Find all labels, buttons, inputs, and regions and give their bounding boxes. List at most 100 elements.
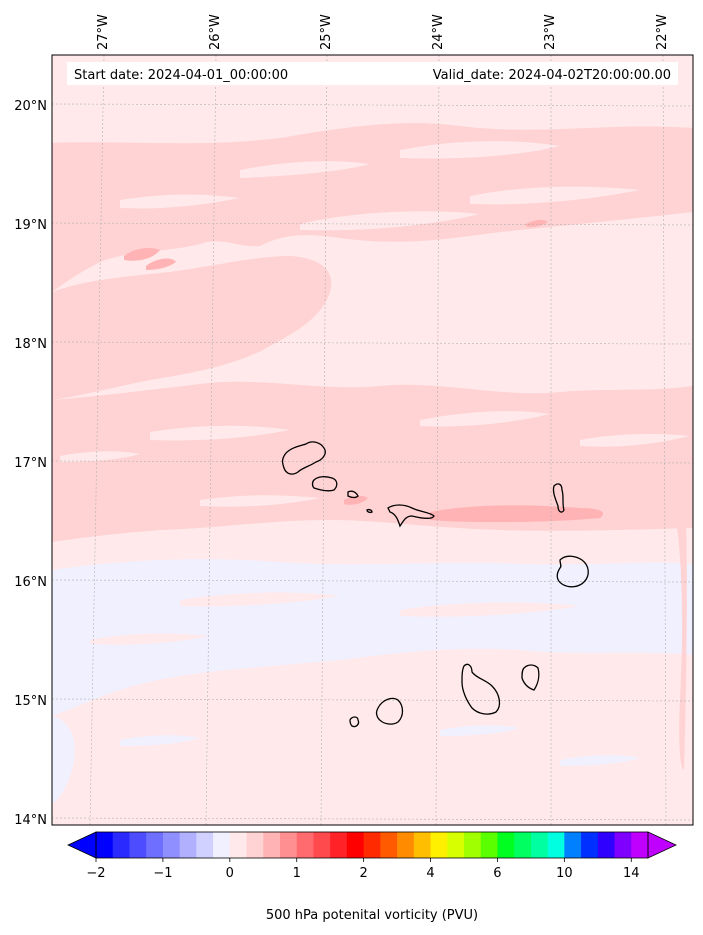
colorbar-cell bbox=[430, 832, 448, 858]
lon-label: 27°W bbox=[96, 14, 111, 50]
pv-streak bbox=[440, 725, 520, 736]
gridline-lat bbox=[52, 817, 693, 821]
island-santiago bbox=[461, 663, 501, 715]
colorbar-cell bbox=[129, 832, 147, 858]
colorbar-cell bbox=[614, 832, 632, 858]
lat-label: 14°N bbox=[14, 813, 47, 828]
gridlines bbox=[52, 55, 693, 825]
gridline-lon bbox=[662, 55, 667, 825]
colorbar-cell bbox=[547, 832, 565, 858]
gridline-lon bbox=[205, 55, 217, 825]
pv-streak bbox=[120, 735, 200, 746]
colorbar-cell bbox=[330, 832, 348, 858]
gridline-lat bbox=[52, 460, 693, 464]
colorbar-cell bbox=[162, 832, 181, 858]
colorbar-cell bbox=[179, 832, 197, 858]
lon-label: 22°W bbox=[655, 14, 670, 50]
colorbar-cell bbox=[597, 832, 615, 858]
map-frame bbox=[51, 54, 694, 826]
colorbar-tick-label: 0 bbox=[226, 866, 234, 881]
pv-patch-pink bbox=[526, 219, 548, 227]
colorbar-cell bbox=[581, 832, 599, 858]
pv-streak bbox=[240, 161, 370, 178]
colorbar-tick-label: 14 bbox=[623, 866, 640, 881]
start-date-label: Start date: 2024-04-01_00:00:00 bbox=[74, 68, 288, 83]
colorbar-tick-label: −2 bbox=[86, 866, 105, 881]
colorbar-extend-min bbox=[67, 831, 97, 859]
pv-contour-south-band bbox=[52, 468, 693, 542]
lat-label: 16°N bbox=[14, 575, 47, 590]
pv-streak bbox=[300, 211, 480, 231]
colorbar-cell bbox=[480, 832, 498, 858]
pv-streak bbox=[120, 194, 240, 209]
pv-streak bbox=[60, 451, 140, 462]
colorbar-cell bbox=[213, 832, 231, 858]
colorbar-extend-max bbox=[647, 831, 677, 859]
gridline-lon bbox=[320, 55, 328, 825]
colorbar: −2 −1 0 1 2 4 6 10 14 500 hPa potenital vorticit… bbox=[67, 831, 677, 923]
gridline-lat bbox=[52, 579, 693, 583]
lon-label: 23°W bbox=[543, 14, 558, 50]
colorbar-tick-label: 10 bbox=[556, 866, 573, 881]
island-maio bbox=[521, 664, 540, 691]
gridline-lon bbox=[89, 55, 105, 825]
colorbar-cell bbox=[447, 832, 465, 858]
pv-streak bbox=[180, 592, 340, 607]
pv-contour-west-lobe bbox=[52, 256, 332, 400]
colorbar-tick-label: 2 bbox=[359, 866, 367, 881]
lat-label: 18°N bbox=[14, 337, 47, 352]
colorbar-cell bbox=[96, 832, 114, 858]
island-sal bbox=[552, 483, 565, 513]
colorbar-cell bbox=[497, 832, 515, 858]
colorbar-cell bbox=[464, 832, 482, 858]
colorbar-cell bbox=[146, 832, 164, 858]
island-boa-vista bbox=[556, 555, 589, 588]
pv-streak bbox=[580, 433, 690, 447]
pv-patch-pink bbox=[430, 505, 604, 523]
colorbar-cell bbox=[229, 832, 247, 858]
colorbar-cell bbox=[196, 832, 214, 858]
pv-streak bbox=[90, 633, 210, 645]
colorbar-cell bbox=[413, 832, 431, 858]
colorbar-cell bbox=[296, 832, 314, 858]
colorbar-cell bbox=[631, 832, 649, 858]
lat-label: 20°N bbox=[14, 99, 47, 114]
pv-streak bbox=[470, 186, 640, 205]
longitude-labels: 27°W 26°W 25°W 24°W 23°W 22°W bbox=[96, 14, 670, 50]
pv-patch-pink bbox=[344, 495, 368, 505]
lon-label: 26°W bbox=[208, 14, 223, 50]
pv-contour-negative bbox=[52, 716, 75, 804]
colorbar-cell bbox=[363, 832, 381, 858]
pv-patch-pink bbox=[146, 258, 176, 270]
island-brava bbox=[349, 716, 360, 728]
potential-vorticity-field bbox=[52, 55, 693, 825]
gridline-lat bbox=[52, 103, 693, 107]
gridline-lat bbox=[52, 698, 693, 702]
gridline-lat bbox=[52, 341, 693, 345]
pv-streak bbox=[400, 602, 580, 617]
pv-streak bbox=[360, 338, 500, 356]
island-branco bbox=[366, 508, 373, 514]
colorbar-cell bbox=[246, 832, 264, 858]
colorbar-cell bbox=[530, 832, 549, 858]
latitude-labels: 20°N 19°N 18°N 17°N 16°N 15°N 14°N bbox=[14, 99, 47, 828]
colorbar-cell bbox=[397, 832, 415, 858]
island-sao-nicolau bbox=[387, 504, 435, 528]
colorbar-cell bbox=[346, 832, 365, 858]
colorbar-ticks: −2 −1 0 1 2 4 6 10 14 bbox=[86, 858, 640, 881]
colorbar-cells bbox=[96, 832, 649, 858]
island-fogo bbox=[375, 697, 404, 725]
pv-streak bbox=[150, 425, 290, 441]
lat-label: 19°N bbox=[14, 218, 47, 233]
colorbar-tick-label: 4 bbox=[426, 866, 434, 881]
gridline-lat bbox=[52, 222, 693, 226]
colorbar-cell bbox=[313, 832, 331, 858]
colorbar-cell bbox=[514, 832, 532, 858]
pv-streak bbox=[420, 411, 550, 427]
colorbar-outline bbox=[95, 831, 649, 859]
coastlines bbox=[281, 441, 589, 728]
lat-label: 15°N bbox=[14, 694, 47, 709]
lon-label: 25°W bbox=[319, 14, 334, 50]
gridline-lon bbox=[435, 55, 440, 825]
pv-streak bbox=[560, 755, 640, 766]
